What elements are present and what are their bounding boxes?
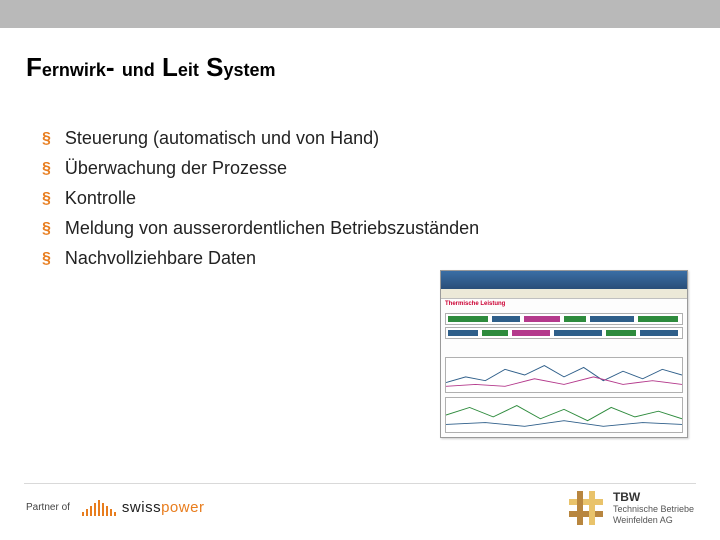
- bullet-text: Kontrolle: [65, 188, 136, 209]
- bullet-list: § Steuerung (automatisch und von Hand) § Üb…: [42, 128, 479, 278]
- window-menubar: [441, 289, 687, 299]
- tbw-cross-icon: [569, 491, 603, 525]
- swisspower-wordmark: swisspower: [122, 499, 205, 516]
- tbw-text: TBW Technische Betriebe Weinfelden AG: [613, 490, 694, 526]
- bullet-text: Nachvollziehbare Daten: [65, 248, 256, 269]
- swisspower-bars-icon: [82, 500, 116, 516]
- bullet-marker-icon: §: [42, 158, 51, 180]
- bullet-marker-icon: §: [42, 248, 51, 270]
- embedded-screenshot: Thermische Leistung: [440, 270, 688, 438]
- bullet-text: Meldung von ausserordentlichen Betriebsz…: [65, 218, 479, 239]
- partner-block: Partner of swisspower: [26, 499, 204, 516]
- screenshot-heading: Thermische Leistung: [445, 301, 505, 307]
- bullet-text: Überwachung der Prozesse: [65, 158, 287, 179]
- gantt-row-1: [445, 313, 683, 325]
- top-bar: [0, 0, 720, 28]
- tbw-line2: Technische Betriebe: [613, 504, 694, 515]
- bullet-item: § Meldung von ausserordentlichen Betriebs…: [42, 218, 479, 240]
- bullet-marker-icon: §: [42, 188, 51, 210]
- bullet-marker-icon: §: [42, 218, 51, 240]
- time-axis: [445, 345, 683, 351]
- swisspower-logo: swisspower: [82, 499, 205, 516]
- partner-of-label: Partner of: [26, 502, 70, 513]
- gantt-row-2: [445, 327, 683, 339]
- trend-panel-1: [445, 357, 683, 393]
- footer-divider: [24, 483, 696, 484]
- tbw-line3: Weinfelden AG: [613, 515, 694, 526]
- bullet-text: Steuerung (automatisch und von Hand): [65, 128, 379, 149]
- bullet-item: § Steuerung (automatisch und von Hand): [42, 128, 479, 150]
- tbw-line1: TBW: [613, 490, 694, 504]
- bullet-item: § Nachvollziehbare Daten: [42, 248, 479, 270]
- window-titlebar: [441, 271, 687, 289]
- bullet-marker-icon: §: [42, 128, 51, 150]
- bullet-item: § Kontrolle: [42, 188, 479, 210]
- tbw-logo-block: TBW Technische Betriebe Weinfelden AG: [569, 490, 694, 526]
- slide-title: Fernwirk- und Leit System: [26, 52, 276, 83]
- trend-panel-2: [445, 397, 683, 433]
- bullet-item: § Überwachung der Prozesse: [42, 158, 479, 180]
